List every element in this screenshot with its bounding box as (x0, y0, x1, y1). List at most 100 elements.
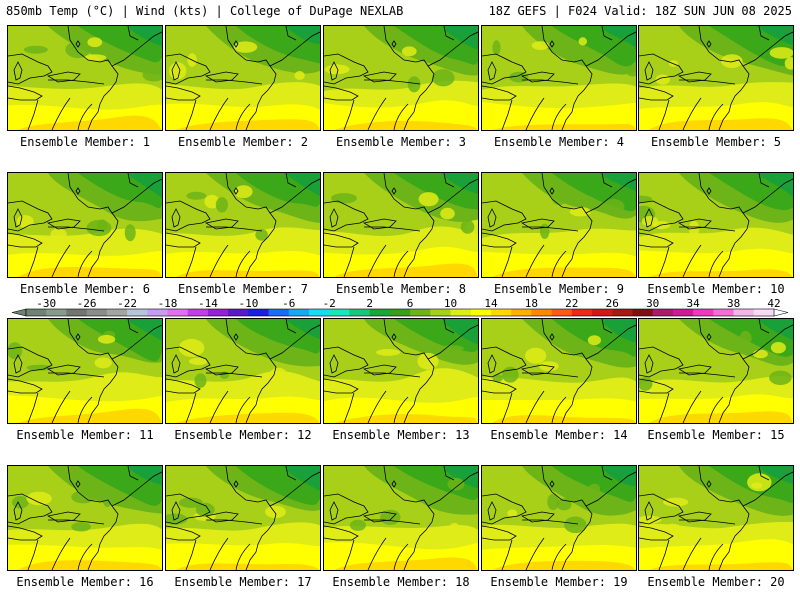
map-boundaries (482, 319, 636, 423)
border-line (67, 319, 101, 356)
colorbar-outline (25, 308, 775, 317)
state-line (525, 97, 545, 130)
temp-blob (440, 207, 455, 220)
cool-region-6 (757, 466, 793, 485)
lake-outline (8, 493, 53, 525)
ensemble-member-label: Ensemble Member: 10 (647, 282, 785, 296)
colorbar-swatch (733, 309, 755, 316)
temperature-map (482, 173, 636, 277)
lake-outline (482, 53, 527, 85)
temp-blob (747, 473, 772, 492)
temp-blob (26, 364, 53, 371)
state-line (206, 226, 263, 232)
coastline (585, 471, 636, 507)
colorbar-swatch (127, 309, 148, 316)
temp-blob (189, 357, 208, 365)
colorbar-tick-label: 14 (484, 297, 498, 310)
lake-outline (329, 61, 339, 81)
colorbar-tick-label: 2 (366, 297, 373, 310)
state-line (343, 246, 355, 277)
temp-blob (124, 224, 136, 242)
ensemble-member-map (323, 465, 479, 571)
station-marker (391, 40, 397, 48)
coastline (718, 59, 750, 130)
cool-region-6 (442, 466, 478, 489)
temp-blob (688, 220, 700, 238)
warm-band-18 (492, 415, 636, 423)
state-line (206, 519, 263, 525)
border-line (758, 26, 770, 41)
lake-outline (166, 200, 211, 232)
lake-outline (324, 85, 359, 101)
state-line (185, 99, 197, 130)
warm-band-16 (166, 543, 320, 570)
state-line (77, 250, 93, 277)
state-line (48, 372, 105, 378)
temp-blob (587, 335, 601, 346)
lake-outline (639, 378, 674, 394)
colorbar-tick-label: 18 (525, 297, 538, 310)
lake-outline (487, 61, 497, 81)
temp-blob (403, 378, 415, 388)
lake-outline (46, 218, 81, 230)
lake-outline (639, 53, 684, 85)
temperature-colorbar: -30 -26 -22 -18 -14 -10 -6 -2 2 6 10 14 18 22 26 30 34 38… (11, 297, 789, 317)
lake-outline (639, 346, 684, 378)
temp-blob (401, 46, 417, 57)
state-line (27, 539, 39, 570)
station-marker (391, 187, 397, 195)
border-line (127, 26, 139, 41)
colorbar-swatch (713, 309, 734, 316)
coastline (111, 324, 162, 360)
lake-outline (362, 511, 397, 523)
colorbar-swatch (652, 309, 674, 316)
temp-blob (166, 513, 188, 525)
cool-region-6 (757, 26, 793, 46)
temp-blob (641, 216, 659, 227)
state-line (209, 390, 229, 423)
coastline (111, 31, 162, 67)
colorbar-tick-label: 34 (686, 297, 700, 310)
colorbar-swatch (592, 309, 613, 316)
lake-outline (324, 232, 359, 248)
state-line (658, 392, 670, 423)
state-line (679, 226, 736, 232)
temp-blob (663, 523, 683, 537)
temp-blob (784, 57, 793, 70)
colorbar-tick-label: -6 (282, 297, 295, 310)
ensemble-member-map (481, 172, 637, 278)
state-line (658, 99, 670, 130)
lake-outline (204, 71, 239, 83)
state-line (51, 390, 71, 423)
temperature-map (639, 466, 793, 570)
border-line (698, 466, 732, 503)
lake-outline (639, 493, 684, 525)
temp-blob (573, 195, 598, 211)
border-line (67, 173, 101, 210)
ensemble-member-label: Ensemble Member: 1 (19, 135, 151, 149)
state-line (525, 390, 545, 423)
temp-blob (376, 349, 401, 356)
lake-outline (482, 85, 517, 101)
ensemble-member-map (7, 318, 163, 424)
lake-outline (324, 378, 359, 394)
cool-region-6 (284, 173, 320, 196)
lake-outline (13, 501, 23, 521)
temperature-map (8, 173, 162, 277)
ensemble-member-map (165, 465, 321, 571)
temp-blob (97, 334, 116, 344)
station-marker (233, 40, 239, 48)
lake-outline (166, 85, 201, 101)
colorbar-swatch (46, 309, 67, 316)
border-line (758, 319, 770, 334)
coastline (269, 471, 320, 507)
temperature-map (166, 26, 320, 130)
warm-band-18 (334, 263, 478, 277)
state-line (343, 539, 355, 570)
cool-region-8 (78, 319, 162, 362)
station-marker (75, 40, 81, 48)
state-line (27, 246, 39, 277)
temp-blob (50, 228, 67, 240)
map-boundaries (8, 319, 162, 423)
colorbar-tick-label: 42 (767, 297, 780, 310)
